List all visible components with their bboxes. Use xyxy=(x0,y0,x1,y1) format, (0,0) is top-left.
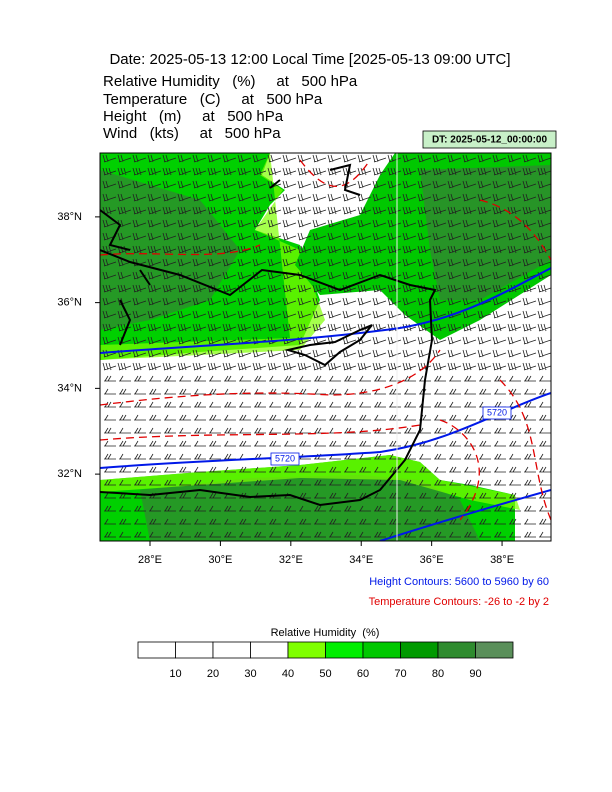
contour-label: 5720 xyxy=(487,407,507,417)
colorbar-swatch xyxy=(175,641,214,659)
title: Date: 2025-05-13 12:00 Local Time [2025-… xyxy=(109,51,510,68)
colorbar-swatch xyxy=(212,641,251,659)
lon-tick-label: 36°E xyxy=(420,554,444,566)
wind-barbs xyxy=(102,154,551,538)
contour-label-box xyxy=(270,452,300,466)
colorbar-label: 50 xyxy=(319,668,331,680)
temperature-legend: Temperature Contours: -26 to -2 by 2 xyxy=(369,596,549,608)
colorbar-swatch xyxy=(437,641,476,659)
lat-tick-label: 34°N xyxy=(57,382,82,394)
lat-tick-label: 38°N xyxy=(57,211,82,223)
lon-tick-label: 30°E xyxy=(208,554,232,566)
coastline xyxy=(100,249,437,507)
contour-label: 5720 xyxy=(275,453,295,463)
colorbar-label: 30 xyxy=(244,668,256,680)
dt-box xyxy=(422,130,557,149)
height-legend: Height Contours: 5600 to 5960 by 60 xyxy=(369,576,549,588)
height-contour xyxy=(100,267,551,354)
colorbar-swatch xyxy=(137,641,176,659)
coastline xyxy=(284,324,373,367)
contour-label-box xyxy=(482,406,512,420)
lon-tick-label: 28°E xyxy=(138,554,162,566)
map-ticks: 28°E 30°E 32°E 34°E 36°E 38°E 38°N 36°N 34°N 32°N xyxy=(57,211,514,566)
variable-line: Height (m) at 500 hPa xyxy=(103,108,284,125)
colorbar-label: 20 xyxy=(207,668,219,680)
colorbar-swatch xyxy=(325,641,364,659)
colorbar-label: 90 xyxy=(469,668,481,680)
temperature-contour xyxy=(100,159,551,521)
contour-labels: 5720 5720 xyxy=(270,406,512,466)
colorbar-label: 40 xyxy=(282,668,294,680)
lon-tick-label: 32°E xyxy=(279,554,303,566)
colorbar: 10 20 30 40 50 60 70 80 90 xyxy=(137,641,514,680)
lon-tick-label: 38°E xyxy=(490,554,514,566)
wind-barb-set xyxy=(102,154,551,538)
colorbar-swatch xyxy=(362,641,401,659)
lon-tick-label: 34°E xyxy=(349,554,373,566)
variable-line: Temperature (C) at 500 hPa xyxy=(103,91,323,108)
colorbar-swatch xyxy=(475,641,514,659)
colorbar-swatch xyxy=(400,641,439,659)
map-frame xyxy=(99,152,552,542)
variable-line: Wind (kts) at 500 hPa xyxy=(103,125,281,142)
coastline xyxy=(100,163,361,346)
colorbar-title: Relative Humidity (%) xyxy=(271,627,380,639)
humidity-area xyxy=(100,455,520,510)
dt-label: DT: 2025-05-12_00:00:00 xyxy=(432,135,548,146)
colorbar-label: 10 xyxy=(169,668,181,680)
lat-tick-label: 36°N xyxy=(57,297,82,309)
height-contour xyxy=(379,489,551,541)
lat-tick-label: 32°N xyxy=(57,468,82,480)
colorbar-label: 80 xyxy=(432,668,444,680)
colorbar-swatch xyxy=(250,641,289,659)
map-body xyxy=(100,153,551,541)
colorbar-label: 60 xyxy=(357,668,369,680)
variable-line: Relative Humidity (%) at 500 hPa xyxy=(103,73,358,90)
colorbar-label: 70 xyxy=(394,668,406,680)
colorbar-swatch xyxy=(287,641,326,659)
humidity-area xyxy=(140,475,480,541)
